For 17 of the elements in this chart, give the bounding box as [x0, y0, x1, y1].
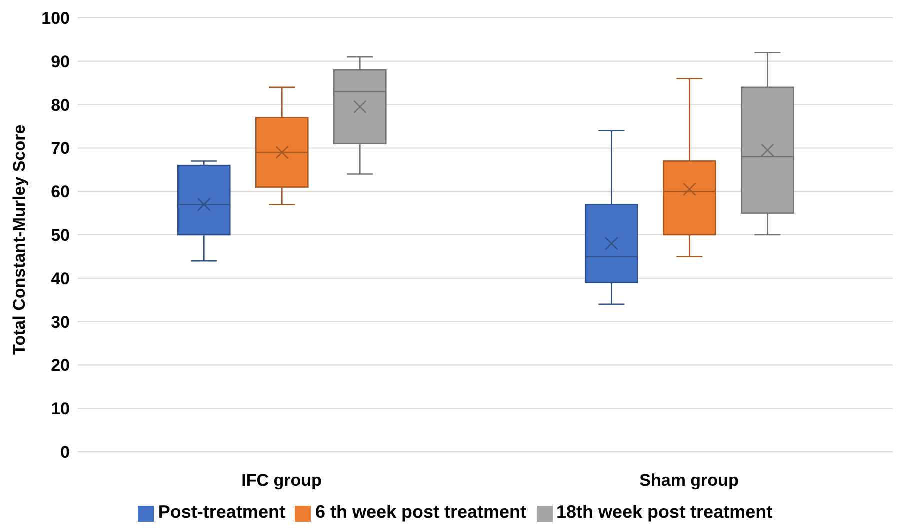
y-axis-title: Total Constant-Murley Score — [10, 124, 30, 355]
y-tick-label: 10 — [51, 400, 70, 419]
y-tick-label: 30 — [51, 312, 70, 332]
y-tick-label: 50 — [51, 226, 70, 246]
legend-label: 18th week post treatment — [556, 502, 773, 522]
y-tick-label: 60 — [51, 182, 70, 202]
y-tick-label: 0 — [60, 443, 70, 462]
x-tick-label: Sham group — [640, 471, 739, 490]
y-tick-label: 40 — [51, 269, 70, 288]
y-tick-label: 20 — [51, 356, 70, 376]
legend-label: Post-treatment — [158, 502, 286, 522]
y-tick-label: 70 — [51, 139, 70, 158]
x-tick-label: IFC group — [242, 471, 322, 490]
y-tick-label: 100 — [42, 9, 70, 28]
legend-label: 6 th week post treatment — [315, 502, 527, 522]
y-tick-label: 80 — [51, 96, 70, 115]
y-tick-label: 90 — [51, 52, 70, 72]
